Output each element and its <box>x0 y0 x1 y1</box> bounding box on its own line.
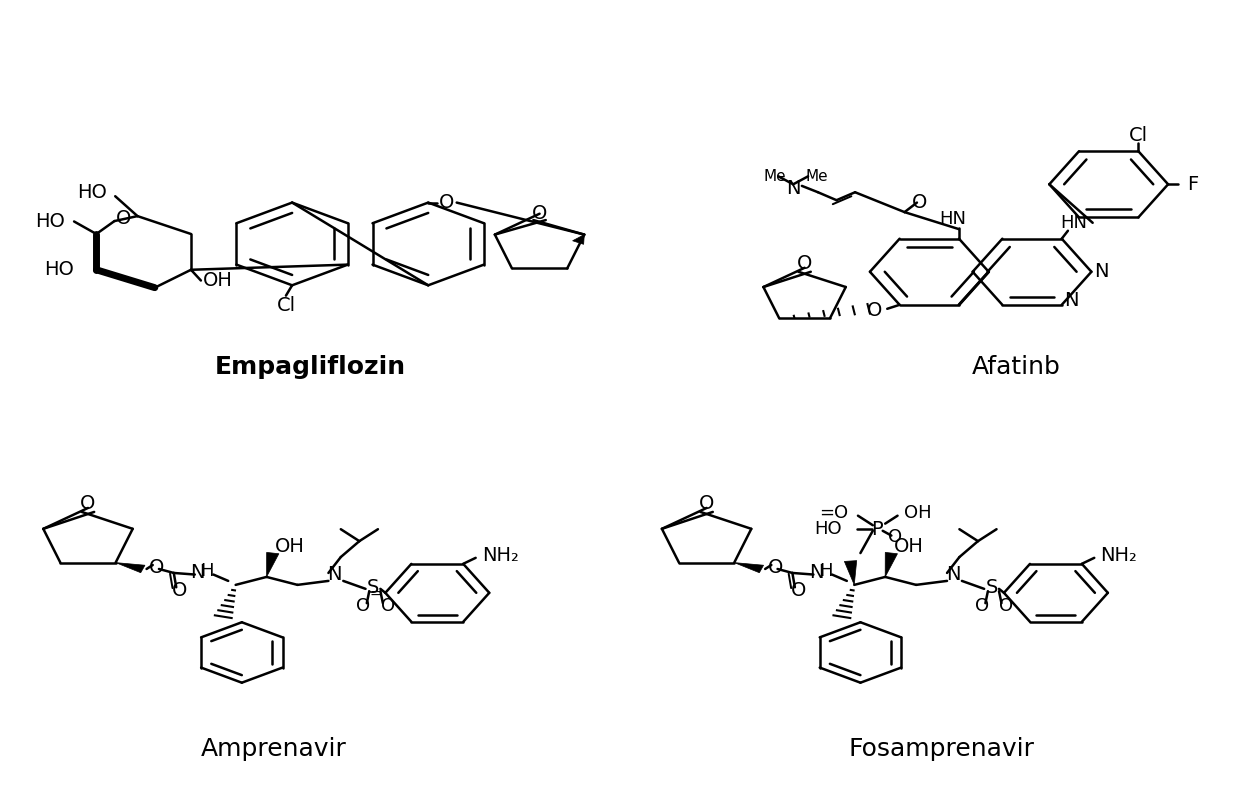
Text: N: N <box>808 563 823 583</box>
Text: O: O <box>439 193 455 212</box>
Text: O: O <box>81 495 95 513</box>
Text: Fosamprenavir: Fosamprenavir <box>848 737 1034 761</box>
Text: HO: HO <box>45 260 74 279</box>
Polygon shape <box>844 561 857 585</box>
Text: H: H <box>201 562 215 579</box>
Text: O: O <box>975 598 988 615</box>
Text: O: O <box>149 558 164 577</box>
Polygon shape <box>573 235 584 244</box>
Text: O: O <box>115 209 130 228</box>
Text: =: = <box>370 587 381 602</box>
Text: N: N <box>946 565 961 584</box>
Text: Empagliflozin: Empagliflozin <box>215 355 407 379</box>
Text: HO: HO <box>36 212 66 231</box>
Text: HO: HO <box>77 183 107 202</box>
Text: O: O <box>532 204 547 223</box>
Text: S: S <box>367 578 379 597</box>
Text: O: O <box>356 598 370 615</box>
Text: N: N <box>190 563 205 583</box>
Text: O: O <box>867 301 883 320</box>
Text: O: O <box>768 558 782 577</box>
Text: OH: OH <box>275 537 305 556</box>
Text: Me: Me <box>764 169 786 184</box>
Text: HN: HN <box>1060 214 1087 231</box>
Text: O: O <box>381 598 394 615</box>
Polygon shape <box>734 563 764 573</box>
Text: HN: HN <box>940 210 966 227</box>
Text: O: O <box>791 581 806 600</box>
Text: H: H <box>820 562 832 579</box>
Text: Cl: Cl <box>1128 126 1148 144</box>
Text: Me: Me <box>806 169 828 184</box>
Text: P: P <box>870 519 883 539</box>
Polygon shape <box>267 552 279 577</box>
Text: N: N <box>786 179 801 198</box>
Text: O: O <box>999 598 1013 615</box>
Text: Amprenavir: Amprenavir <box>201 737 346 761</box>
Text: O: O <box>172 581 187 600</box>
Text: OH: OH <box>203 271 233 290</box>
Text: Cl: Cl <box>277 296 295 314</box>
Text: S: S <box>986 578 998 597</box>
Text: HO: HO <box>815 520 842 538</box>
Text: OH: OH <box>894 537 924 556</box>
Polygon shape <box>885 552 898 577</box>
Text: F: F <box>1187 175 1198 194</box>
Text: O: O <box>797 255 812 273</box>
Text: O: O <box>888 528 903 546</box>
Text: N: N <box>1094 263 1109 281</box>
Text: NH₂: NH₂ <box>1100 546 1137 565</box>
Text: N: N <box>1064 291 1079 310</box>
Text: O: O <box>911 193 928 212</box>
Polygon shape <box>115 563 145 573</box>
Text: Afatinb: Afatinb <box>971 355 1060 379</box>
Text: N: N <box>327 565 342 584</box>
Text: OH: OH <box>904 504 931 523</box>
Text: NH₂: NH₂ <box>482 546 518 565</box>
Text: =O: =O <box>818 504 848 523</box>
Text: O: O <box>699 495 714 513</box>
